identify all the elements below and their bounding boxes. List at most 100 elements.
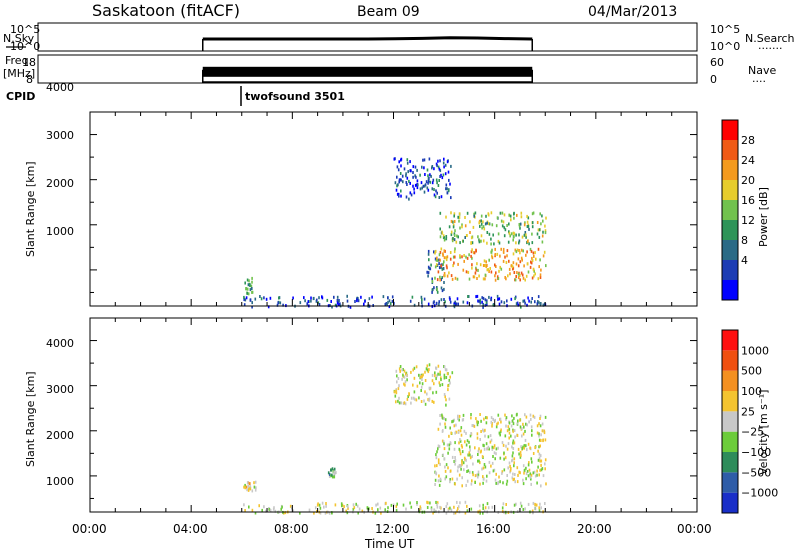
heat-cell xyxy=(488,232,491,236)
heat-cell xyxy=(540,459,543,463)
heat-cell xyxy=(522,299,524,303)
heat-cell xyxy=(498,431,501,435)
heat-cell xyxy=(437,159,439,163)
heat-cell xyxy=(484,298,487,302)
heat-cell xyxy=(525,233,527,237)
heat-cell xyxy=(421,382,424,386)
heat-cell xyxy=(459,464,462,468)
heat-cell xyxy=(454,302,457,306)
heat-cell xyxy=(263,505,265,509)
heat-cell xyxy=(402,180,404,184)
heat-cell xyxy=(398,396,400,400)
heat-cell xyxy=(545,216,547,220)
heat-cell xyxy=(508,436,510,440)
heat-cell xyxy=(471,479,473,483)
heat-cell xyxy=(438,483,441,487)
heat-cell xyxy=(453,250,456,254)
heat-cell xyxy=(437,447,439,451)
heat-cell xyxy=(427,265,430,269)
heat-cell xyxy=(426,270,428,274)
heat-cell xyxy=(525,235,527,239)
heat-cell xyxy=(429,180,432,184)
heat-cell xyxy=(394,394,397,398)
heat-cell xyxy=(428,368,430,372)
heat-cell xyxy=(427,398,429,402)
heat-cell xyxy=(433,400,435,404)
heat-cell xyxy=(508,431,511,435)
heat-cell xyxy=(451,239,454,243)
heat-cell xyxy=(486,502,489,506)
heat-cell xyxy=(472,424,475,428)
heat-cell xyxy=(439,227,441,231)
heat-cell xyxy=(400,194,402,198)
power-colorbar-swatch xyxy=(722,220,738,240)
heat-cell xyxy=(539,273,542,277)
heat-cell xyxy=(497,413,500,417)
heat-cell xyxy=(493,420,496,423)
heat-cell xyxy=(526,214,528,218)
heat-cell xyxy=(502,220,505,224)
heat-cell xyxy=(479,224,481,228)
heat-cell xyxy=(469,448,471,452)
heat-cell xyxy=(513,212,515,216)
heat-cell xyxy=(487,445,490,449)
heat-cell xyxy=(403,167,406,171)
heat-cell xyxy=(491,447,494,451)
heat-cell xyxy=(498,302,501,306)
heat-cell xyxy=(409,160,411,164)
heat-cell xyxy=(529,265,532,269)
heat-cell xyxy=(494,278,497,282)
heat-cell xyxy=(410,401,412,405)
heat-cell xyxy=(448,443,451,447)
heat-cell xyxy=(522,464,525,468)
heat-cell xyxy=(515,302,518,306)
heat-cell xyxy=(398,180,400,184)
heat-cell xyxy=(418,396,420,400)
heat-cell xyxy=(429,173,431,177)
cpid-label: CPID xyxy=(6,90,35,103)
heat-cell xyxy=(465,431,467,435)
velocity-colorbar-swatch xyxy=(722,330,738,351)
heat-cell xyxy=(534,474,537,478)
heat-cell xyxy=(530,417,532,421)
heat-cell xyxy=(514,480,516,484)
heat-cell xyxy=(443,157,445,161)
heat-cell xyxy=(527,296,529,300)
heat-cell xyxy=(306,302,308,306)
heat-cell xyxy=(502,247,505,251)
power-colorbar-tick-label: 20 xyxy=(741,174,755,187)
heat-cell xyxy=(446,372,449,376)
heat-cell xyxy=(538,422,540,426)
heat-cell xyxy=(443,373,446,377)
heat-cell xyxy=(455,423,457,427)
heat-cell xyxy=(248,486,250,490)
heat-cell xyxy=(438,167,441,171)
heat-cell xyxy=(461,476,463,480)
heat-cell xyxy=(440,378,442,382)
heat-cell xyxy=(516,213,518,217)
heat-cell xyxy=(488,258,490,262)
heat-cell xyxy=(529,475,532,479)
heat-cell xyxy=(245,296,248,300)
heat-cell xyxy=(417,183,419,187)
heat-cell xyxy=(482,296,485,300)
heat-cell xyxy=(471,248,473,252)
heat-cell xyxy=(479,301,482,305)
heat-cell xyxy=(447,509,450,513)
heat-cell xyxy=(449,381,451,385)
heat-cell xyxy=(250,284,253,288)
heat-cell xyxy=(534,300,536,304)
heat-cell xyxy=(458,447,461,451)
heat-cell xyxy=(435,390,438,394)
heat-cell xyxy=(509,470,511,474)
heat-cell xyxy=(500,420,502,424)
heat-cell xyxy=(513,416,515,420)
heat-cell xyxy=(453,424,456,428)
heat-cell xyxy=(434,471,437,475)
heat-cell xyxy=(540,302,542,305)
heat-cell xyxy=(325,502,327,505)
heat-cell xyxy=(251,290,253,294)
heat-cell xyxy=(432,511,434,515)
heat-cell xyxy=(515,250,518,254)
heat-cell xyxy=(357,299,360,303)
